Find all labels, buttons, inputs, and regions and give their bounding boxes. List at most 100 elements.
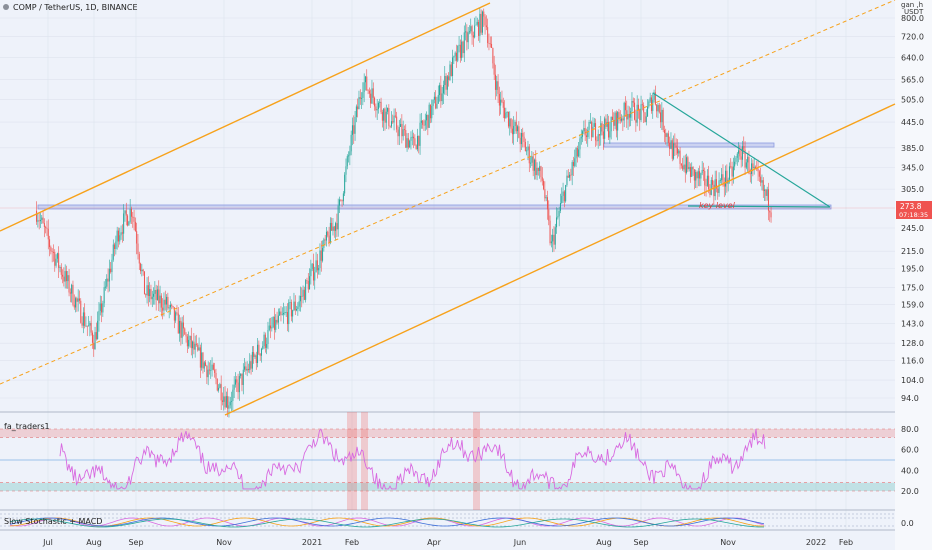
candle	[306, 280, 308, 281]
candle	[566, 175, 568, 186]
y-axis[interactable]: 800.0 720.0 640.0 565.0 505.0 445.0 385.0 345.0…	[901, 14, 924, 403]
candle	[123, 213, 125, 234]
candle	[649, 97, 651, 102]
candle	[350, 134, 352, 152]
candle	[377, 102, 379, 110]
candle	[591, 121, 593, 138]
candle	[164, 299, 166, 305]
candle	[223, 396, 225, 402]
x-tick-label: Aug	[596, 538, 612, 547]
x-axis[interactable]: Jul Aug Sep Nov 2021 Feb Apr Jun Aug Sep Nov 2022 Fe…	[42, 538, 853, 547]
candle	[301, 295, 303, 297]
candle	[400, 124, 402, 127]
candle	[247, 368, 249, 371]
candle	[723, 182, 725, 187]
x-tick-label: Jun	[513, 538, 527, 547]
candle	[38, 220, 40, 222]
candle	[661, 109, 663, 123]
candle	[267, 329, 269, 344]
candle	[250, 361, 252, 369]
candle	[380, 101, 382, 113]
candle	[112, 244, 114, 260]
symbol-title[interactable]: COMP / TetherUS, 1D, BINANCE	[13, 3, 138, 12]
candle	[199, 347, 201, 368]
candle	[120, 232, 122, 236]
candle	[647, 106, 649, 117]
stoch-pane[interactable]: 0.0	[0, 513, 914, 528]
candle	[379, 101, 381, 103]
candle	[520, 133, 522, 145]
candle	[129, 208, 131, 222]
grid	[0, 0, 895, 530]
candle	[522, 133, 524, 137]
rsi-oversold-zone	[0, 482, 895, 491]
candle	[637, 104, 639, 110]
candle	[215, 372, 217, 379]
candle	[99, 303, 101, 311]
candle	[176, 312, 178, 314]
y-tick-label: 305.0	[901, 185, 924, 194]
candle	[182, 322, 184, 329]
candle	[665, 133, 667, 137]
candle	[319, 250, 321, 269]
rsi-tick-label: 80.0	[901, 425, 919, 434]
candle	[751, 163, 753, 174]
candles	[36, 7, 772, 418]
candle	[169, 304, 171, 308]
candle	[324, 239, 326, 241]
candle	[128, 221, 130, 226]
candle	[177, 313, 179, 334]
candle	[531, 156, 533, 163]
candle	[143, 271, 145, 295]
y-tick-label: 505.0	[901, 96, 924, 105]
symbol-icon[interactable]	[3, 4, 9, 10]
candle	[221, 400, 223, 402]
candle	[485, 25, 487, 28]
candle	[492, 47, 494, 64]
candle	[558, 210, 560, 217]
candle	[761, 180, 763, 183]
candle	[524, 141, 526, 152]
candle	[624, 102, 626, 111]
candle	[743, 146, 745, 150]
y-tick-label: 215.0	[901, 247, 924, 256]
candle	[349, 151, 351, 156]
rsi-pane[interactable]: 80.0 60.0 40.0 20.0	[0, 412, 919, 510]
candle	[764, 189, 766, 191]
rsi-tick-label: 40.0	[901, 466, 919, 475]
candle	[510, 118, 512, 129]
candle	[254, 355, 256, 357]
candle	[64, 271, 66, 282]
x-tick-label: Sep	[128, 538, 143, 547]
candle	[730, 166, 732, 168]
candle	[704, 170, 706, 186]
candle	[726, 170, 728, 184]
candle	[543, 180, 545, 190]
candle	[574, 158, 576, 166]
candle	[744, 149, 746, 168]
candle	[440, 85, 442, 102]
rsi-label[interactable]: fa_traders1	[4, 422, 50, 431]
candle	[338, 199, 340, 206]
x-tick-label: Sep	[633, 538, 648, 547]
candle	[753, 166, 755, 169]
candle	[502, 102, 504, 108]
candle	[238, 376, 240, 393]
candle	[102, 303, 104, 313]
candle	[536, 167, 538, 176]
candle	[52, 251, 54, 253]
candle	[259, 353, 261, 356]
candle	[142, 269, 144, 272]
candle	[428, 104, 430, 128]
candle	[106, 278, 108, 287]
candle	[572, 162, 574, 166]
candle	[498, 93, 500, 106]
key-level-annotation[interactable]: key level	[699, 201, 736, 210]
candle	[348, 155, 350, 157]
stoch-macd-label[interactable]: Slow Stochastic + MACD	[4, 517, 102, 526]
candle	[435, 96, 437, 109]
candle	[231, 400, 233, 402]
candle	[687, 157, 689, 170]
candle	[639, 109, 641, 121]
